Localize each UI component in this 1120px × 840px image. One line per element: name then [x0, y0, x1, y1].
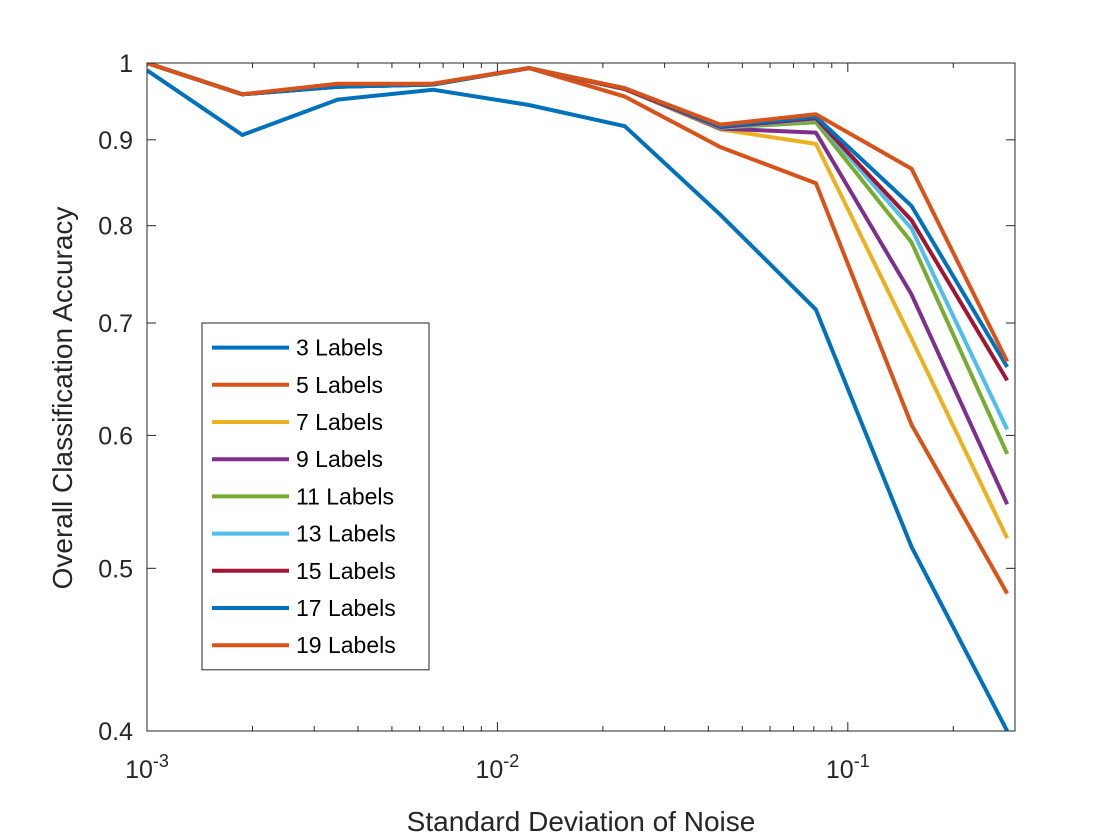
- legend-label: 9 Labels: [296, 446, 383, 472]
- legend-item: 11 Labels: [212, 483, 394, 509]
- legend-item: 7 Labels: [212, 409, 383, 435]
- axis-ticks: [146, 62, 1016, 732]
- y-tick-label: 0.4: [98, 718, 133, 746]
- legend-item: 15 Labels: [212, 558, 396, 584]
- x-tick-label: 10-1: [826, 751, 870, 784]
- legend-label: 7 Labels: [296, 409, 383, 435]
- y-tick-label: 0.8: [98, 213, 133, 241]
- legend-item: 9 Labels: [212, 446, 383, 472]
- legend-label: 15 Labels: [296, 558, 396, 584]
- axis-tick-labels: 0.4 0.5 0.6 0.7 0.8 0.9 1 10-3 10-2 10-1: [98, 50, 869, 784]
- legend-item: 3 Labels: [212, 335, 383, 361]
- x-tick-label: 10-2: [475, 751, 519, 784]
- plot-series: [147, 63, 1010, 731]
- y-tick-label: 0.9: [98, 127, 133, 155]
- legend: 3 Labels 5 Labels 7 Labels 9 Labels 11 Label…: [201, 322, 430, 671]
- legend-label: 19 Labels: [296, 632, 396, 658]
- legend-item: 17 Labels: [212, 595, 396, 621]
- legend-item: 5 Labels: [212, 372, 383, 398]
- y-tick-label: 1: [119, 50, 133, 78]
- series-line-3-labels: [147, 68, 1009, 731]
- x-axis-label: Standard Deviation of Noise: [407, 806, 756, 837]
- y-tick-label: 0.7: [98, 310, 133, 338]
- legend-label: 13 Labels: [296, 521, 396, 547]
- legend-label: 17 Labels: [296, 595, 396, 621]
- legend-label: 3 Labels: [296, 335, 383, 361]
- y-tick-label: 0.6: [98, 422, 133, 450]
- y-axis-label: Overall Classification Accuracy: [47, 207, 78, 590]
- legend-label: 5 Labels: [296, 372, 383, 398]
- x-tick-label: 10-3: [125, 751, 169, 784]
- series-line-19-labels: [147, 63, 1009, 363]
- legend-label: 11 Labels: [296, 483, 394, 509]
- plot-frame: [146, 62, 1016, 732]
- y-tick-label: 0.5: [98, 555, 133, 583]
- legend-item: 19 Labels: [212, 632, 396, 658]
- legend-item: 13 Labels: [212, 521, 396, 547]
